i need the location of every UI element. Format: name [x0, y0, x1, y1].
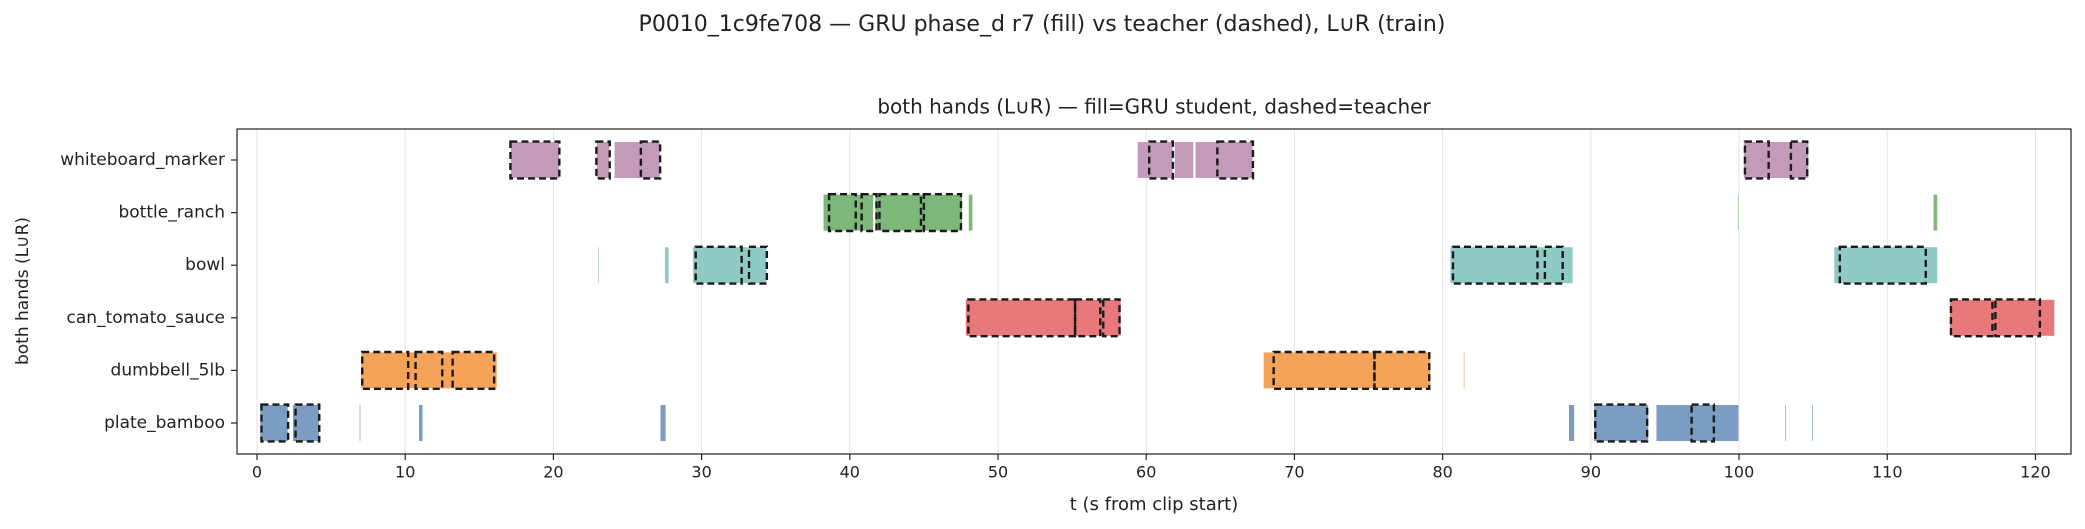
student-segment [822, 193, 874, 232]
student-segment [597, 246, 600, 285]
student-segment [1194, 141, 1254, 179]
teacher-segment [1073, 298, 1102, 338]
teacher-segment [361, 350, 410, 391]
student-segment [292, 404, 320, 442]
y-axis-label: both hands (L∪R) [13, 217, 33, 365]
student-segment [1811, 404, 1814, 442]
teacher-segment [1147, 140, 1175, 180]
student-segment [659, 404, 667, 442]
teacher-segment [1690, 403, 1716, 443]
student-segment [1784, 404, 1787, 442]
teacher-segment [1102, 298, 1121, 338]
teacher-segment [747, 245, 769, 285]
student-segment [1932, 193, 1939, 232]
student-segment [967, 193, 974, 232]
teacher-segment [878, 192, 923, 233]
teacher-segment [1543, 245, 1564, 285]
student-segment [360, 351, 498, 390]
teacher-segment [1949, 298, 1994, 338]
teacher-segment [1789, 140, 1809, 180]
student-segment [1568, 404, 1575, 442]
student-segment [1173, 141, 1195, 179]
teacher-segment [1451, 245, 1539, 285]
student-segment [1593, 404, 1650, 442]
teacher-segment [260, 403, 290, 443]
axes-frame [236, 128, 2072, 455]
x-tick-label: 100 [1724, 463, 1755, 482]
teacher-segment [294, 403, 321, 443]
x-tick-label: 110 [1872, 463, 1903, 482]
student-segment [613, 141, 661, 179]
teacher-segment [1594, 403, 1649, 443]
teacher-segment [1216, 140, 1255, 180]
student-segment [418, 404, 424, 442]
student-segment [1743, 141, 1810, 179]
student-segment [510, 141, 560, 179]
student-segment [664, 246, 670, 285]
teacher-segment [595, 140, 611, 180]
teacher-segment [694, 245, 743, 285]
x-tick-label: 10 [395, 463, 415, 482]
student-segment [1449, 246, 1574, 285]
x-tick-label: 120 [2020, 463, 2051, 482]
student-segment [1136, 141, 1174, 179]
x-tick-label: 0 [252, 463, 262, 482]
teacher-segment [1373, 350, 1431, 391]
student-segment [1462, 351, 1466, 390]
x-axis-label: t (s from clip start) [1070, 494, 1239, 515]
teacher-segment [1743, 140, 1770, 180]
y-tick-label: bottle_ranch [118, 203, 225, 223]
student-segment [595, 141, 611, 179]
y-tick-label: whiteboard_marker [60, 150, 225, 170]
x-tick-label: 50 [988, 463, 1008, 482]
chart-title: P0010_1c9fe708 — GRU phase_d r7 (fill) v… [639, 12, 1446, 37]
student-segment [1262, 351, 1432, 390]
y-tick-label: bowl [185, 255, 225, 275]
x-tick-label: 80 [1432, 463, 1452, 482]
student-segment [1655, 404, 1740, 442]
teacher-segment [639, 140, 662, 180]
student-segment [965, 298, 1122, 337]
teacher-segment [827, 192, 857, 233]
y-tick-label: can_tomato_sauce [66, 308, 225, 328]
teacher-segment [1838, 245, 1927, 285]
teacher-segment [509, 140, 561, 180]
student-segment [1833, 246, 1939, 285]
y-tick-label: plate_bamboo [104, 413, 225, 433]
student-segment [1949, 298, 2056, 337]
x-tick-label: 20 [543, 463, 563, 482]
x-tick-label: 40 [840, 463, 860, 482]
teacher-segment [1994, 298, 2042, 338]
teacher-segment [414, 350, 444, 391]
x-tick-label: 30 [691, 463, 711, 482]
teacher-segment [922, 192, 963, 233]
teacher-segment [1272, 350, 1376, 391]
x-tick-label: 70 [1284, 463, 1304, 482]
student-segment [1737, 193, 1740, 232]
student-segment [874, 193, 963, 232]
axes-title: both hands (L∪R) — fill=GRU student, das… [877, 95, 1431, 119]
x-tick-label: 90 [1581, 463, 1601, 482]
student-segment [692, 246, 768, 285]
student-segment [358, 404, 362, 442]
student-segment [259, 404, 289, 442]
teacher-segment [860, 192, 878, 233]
teacher-segment [451, 350, 496, 391]
x-tick-label: 60 [1136, 463, 1156, 482]
y-tick-label: dumbbell_5lb [111, 360, 225, 380]
